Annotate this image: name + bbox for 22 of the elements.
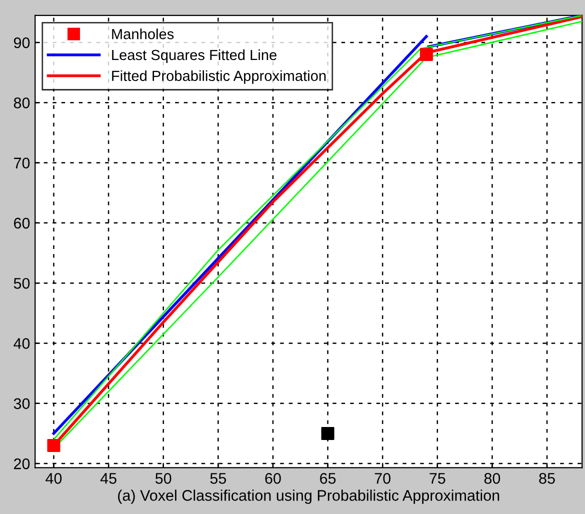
x-tick-label: 65 bbox=[320, 473, 336, 484]
y-tick-label: 20 bbox=[14, 458, 30, 470]
x-tick-label: 80 bbox=[484, 473, 500, 484]
legend-label: Least Squares Fitted Line bbox=[112, 49, 276, 64]
x-tick-label: 70 bbox=[374, 473, 390, 484]
x-tick-label: 85 bbox=[539, 473, 555, 484]
y-tick-label: 80 bbox=[14, 98, 30, 108]
y-tick-label: 60 bbox=[14, 218, 30, 229]
x-tick-label: 40 bbox=[46, 473, 62, 484]
x-tick-label: 45 bbox=[100, 473, 116, 484]
x-tick-label: 75 bbox=[430, 473, 446, 484]
x-axis-title: (a) Voxel Classification using Probabilistic Approximation bbox=[118, 490, 500, 504]
x-tick-label: 50 bbox=[155, 473, 172, 484]
y-tick-label: 30 bbox=[14, 398, 30, 410]
y-tick-label: 40 bbox=[14, 338, 30, 349]
y-tick-label: 70 bbox=[14, 158, 30, 168]
legend-label: Fitted Probabilistic Approximation bbox=[112, 70, 326, 84]
x-tick-label: 60 bbox=[265, 473, 281, 484]
legend-label: Manholes bbox=[112, 28, 174, 40]
y-tick-label: 90 bbox=[14, 37, 30, 48]
x-tick-label: 55 bbox=[210, 473, 226, 484]
y-tick-label: 50 bbox=[14, 278, 30, 289]
